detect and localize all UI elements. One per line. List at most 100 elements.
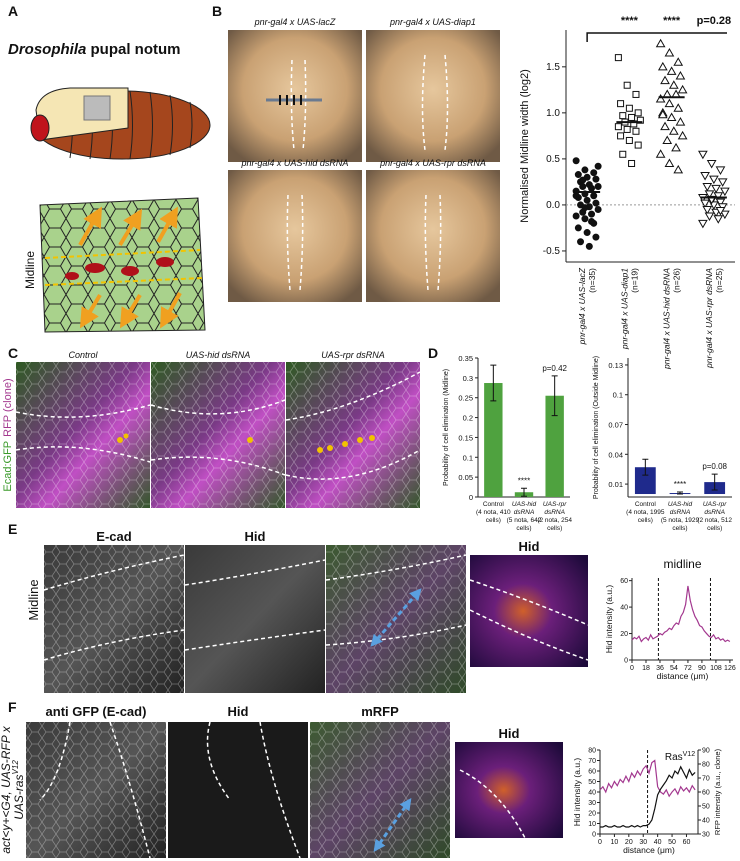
side-label: act<y+<G4, UAS-RFP x [0, 725, 13, 853]
category-label: dsRNA [544, 509, 565, 516]
point [588, 210, 596, 218]
y-tick-label: 0.3 [463, 374, 473, 383]
image-title: Hid [228, 704, 249, 719]
y-tick-label: 30 [588, 800, 596, 807]
y-tick-label: 60 [588, 769, 596, 776]
cell-diagram [39, 197, 206, 333]
point [577, 238, 585, 246]
error-bar [711, 473, 718, 491]
point [572, 192, 580, 200]
y-tick-label: 40 [620, 605, 628, 612]
point [713, 215, 724, 224]
category-label: (5 nota, 1929 [661, 517, 700, 524]
point [614, 54, 622, 62]
y-axis-label: Normalised Midline width (log2) [519, 69, 531, 222]
point [572, 157, 580, 165]
point [720, 187, 730, 197]
error-bar [642, 458, 649, 476]
n-label: (n=19) [629, 268, 639, 293]
title: pupal notum [91, 41, 181, 58]
point [698, 150, 708, 160]
y2-tick-label: 70 [702, 776, 710, 783]
category-label: pnr-gal4 x UAS-hid dsRNA [662, 268, 672, 370]
error-bar [551, 375, 558, 417]
image-title: pnr-gal4 x UAS-hid dsRNA [241, 158, 349, 168]
image-title: mRFP [361, 704, 399, 719]
category-label: cells) [547, 525, 562, 532]
y-tick-label: 50 [588, 779, 596, 786]
point [619, 150, 627, 158]
y-tick-label: 0.05 [458, 473, 473, 482]
category-label: Control [483, 501, 505, 508]
image-title: anti GFP (E-cad) [46, 704, 147, 719]
category-label: cells) [638, 517, 653, 524]
point [715, 206, 726, 216]
bar [634, 467, 656, 495]
point [700, 199, 710, 209]
image-title: Hid [499, 726, 520, 741]
bar [484, 383, 503, 497]
n-label: (n=26) [672, 268, 682, 293]
y-tick-label: 80 [588, 748, 596, 755]
y2-tick-label: 50 [702, 804, 710, 811]
x-axis-label: distance (μm) [623, 845, 675, 855]
category-label: (4 nota, 410 [476, 509, 511, 516]
point [662, 135, 673, 144]
point [666, 112, 677, 121]
y2-tick-label: 80 [702, 762, 710, 769]
x-tick-label: 50 [668, 839, 676, 846]
side-label: UAS-rasV12 [11, 760, 26, 820]
y-tick-label: 0.01 [608, 480, 623, 489]
significance: **** [518, 476, 530, 485]
point [574, 224, 582, 232]
category-label: (5 nota, 642 [507, 517, 542, 524]
category-label: UAS-hid [512, 501, 537, 508]
y-axis-label: Probability of cell elimination (Outside… [593, 356, 600, 499]
error-bar [677, 491, 683, 495]
point [717, 178, 728, 187]
x-tick-label: 108 [710, 665, 722, 672]
category-label: pnr-gal4 x UAS-diap1 [619, 268, 629, 350]
point [675, 117, 686, 126]
category-label: (2 nota, 512 [697, 517, 732, 524]
point [583, 196, 591, 204]
y2-tick-label: 40 [702, 818, 710, 825]
y-tick-label: 0.1 [613, 391, 623, 400]
significance: **** [663, 15, 681, 27]
point [581, 204, 589, 212]
point [592, 175, 600, 183]
y-tick-label: 0 [592, 832, 596, 839]
point [617, 132, 625, 140]
y2-tick-label: 30 [702, 832, 710, 839]
x-tick-label: 30 [639, 839, 647, 846]
y-tick-label: 0.35 [458, 354, 473, 363]
panel-label: B [212, 3, 222, 19]
image-title: UAS-hid dsRNA [186, 350, 251, 360]
category-label: (4 nota, 1995 [626, 509, 665, 516]
point [634, 141, 642, 149]
x-axis-label: distance (μm) [657, 671, 709, 681]
significance: **** [674, 480, 686, 489]
side-label-sup: V12 [11, 760, 20, 775]
y-tick-label: 0.07 [608, 421, 623, 430]
pupa-drawing [30, 87, 211, 160]
side-label-text: UAS-ras [12, 774, 26, 819]
category-label: UAS-hid [668, 501, 693, 508]
category-label: dsRNA [704, 509, 725, 516]
point [630, 120, 638, 128]
category-label: cells) [707, 525, 722, 532]
category-label: cells) [672, 525, 687, 532]
point [594, 162, 602, 170]
significance: p=0.28 [697, 15, 732, 27]
midline-label: Midline [23, 251, 37, 289]
x-tick-label: 18 [642, 665, 650, 672]
x-tick-label: 0 [630, 665, 634, 672]
point [720, 210, 730, 220]
y-tick-label: 0.25 [458, 394, 473, 403]
n-label: (n=35) [587, 268, 597, 293]
point [702, 206, 713, 215]
image-title: UAS-rpr dsRNA [321, 350, 385, 360]
point [715, 198, 726, 208]
chart-title: midline [663, 557, 701, 571]
error-bar [521, 487, 527, 497]
